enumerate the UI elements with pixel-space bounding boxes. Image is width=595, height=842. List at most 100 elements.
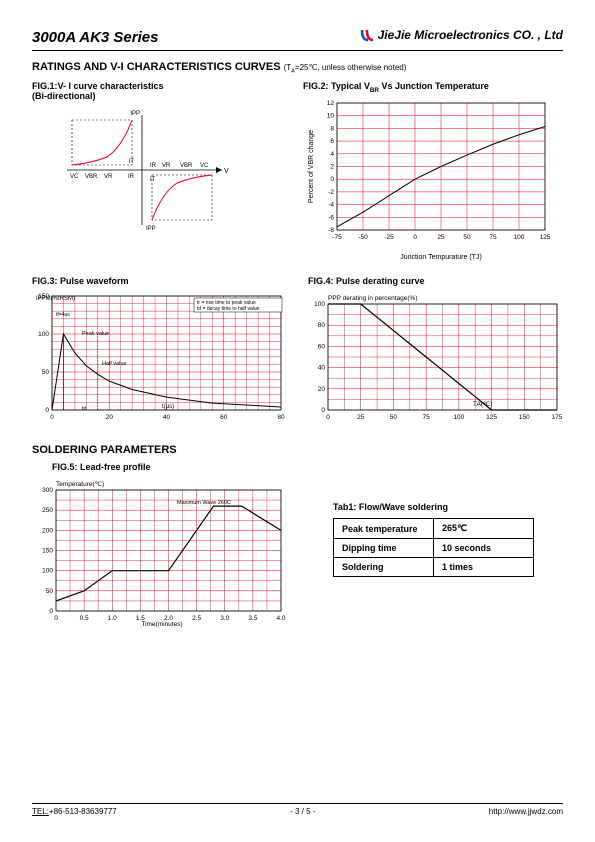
svg-text:100: 100	[314, 301, 325, 308]
fig5-title: FIG.5: Lead-free profile	[52, 462, 287, 472]
company-name: JieJie Microelectronics CO. , Ltd	[360, 28, 563, 42]
svg-text:50: 50	[46, 588, 54, 595]
svg-text:IPP: IPP	[146, 226, 156, 232]
svg-text:2.5: 2.5	[192, 615, 201, 622]
page-header: 3000A AK3 Series JieJie Microelectronics…	[32, 28, 563, 51]
svg-text:-8: -8	[328, 227, 334, 234]
svg-text:8: 8	[330, 126, 334, 133]
svg-text:tf=4us: tf=4us	[56, 312, 70, 318]
fig3-container: FIG.3: Pulse waveform 020406080050100150…	[32, 276, 287, 432]
svg-text:20: 20	[106, 414, 114, 421]
svg-text:50: 50	[42, 369, 50, 376]
svg-text:60: 60	[318, 344, 326, 351]
fig5-chart: 00.51.01.52.02.53.03.54.0050100150200250…	[32, 476, 287, 631]
svg-text:25: 25	[357, 414, 365, 421]
svg-text:0: 0	[49, 608, 53, 615]
fig2-title: FIG.2: Typical VBR Vs Junction Temperatu…	[303, 81, 563, 94]
svg-text:3.0: 3.0	[220, 615, 229, 622]
svg-text:125: 125	[540, 234, 551, 241]
page-footer: TEL:+86-513-83639777 - 3 / 5 - http://ww…	[32, 803, 563, 816]
svg-text:300: 300	[42, 487, 53, 494]
svg-text:2: 2	[330, 164, 334, 171]
svg-text:0: 0	[50, 414, 54, 421]
svg-text:10: 10	[327, 113, 335, 120]
svg-text:100: 100	[453, 414, 464, 421]
svg-text:80: 80	[277, 414, 285, 421]
svg-text:6: 6	[330, 138, 334, 145]
svg-text:0: 0	[326, 414, 330, 421]
svg-text:Time(minutes): Time(minutes)	[141, 621, 182, 628]
fig1-title: FIG.1:V- I curve characteristics (Bi-dir…	[32, 81, 272, 101]
svg-text:-2: -2	[328, 189, 334, 196]
footer-tel: TEL:+86-513-83639777	[32, 807, 117, 816]
svg-text:VC: VC	[70, 174, 79, 180]
svg-text:td: td	[82, 406, 87, 412]
fig4-title: FIG.4: Pulse derating curve	[308, 276, 563, 286]
svg-text:VC: VC	[200, 163, 209, 169]
svg-text:50: 50	[463, 234, 471, 241]
soldering-section-title: SOLDERING PARAMETERS	[32, 444, 563, 456]
table-row: Dipping time10 seconds	[334, 539, 534, 558]
svg-text:VR: VR	[104, 174, 113, 180]
svg-text:IT: IT	[150, 177, 156, 183]
ratings-section-title: RATINGS AND V-I CHARACTERISTICS CURVES (…	[32, 61, 563, 75]
tab1-title: Tab1: Flow/Wave soldering	[333, 502, 563, 512]
svg-text:PPP derating in percentage(%): PPP derating in percentage(%)	[328, 295, 418, 302]
row-fig1-fig2: FIG.1:V- I curve characteristics (Bi-dir…	[32, 81, 563, 265]
svg-text:td = decay time to half value: td = decay time to half value	[197, 306, 260, 312]
svg-text:3.5: 3.5	[248, 615, 257, 622]
svg-text:0: 0	[413, 234, 417, 241]
row-fig5-tab1: FIG.5: Lead-free profile 00.51.01.52.02.…	[32, 462, 563, 633]
svg-text:100: 100	[42, 568, 53, 575]
svg-text:1.0: 1.0	[108, 615, 117, 622]
svg-text:75: 75	[489, 234, 497, 241]
svg-text:-6: -6	[328, 215, 334, 222]
svg-text:Peak value: Peak value	[82, 331, 109, 337]
series-title: 3000A AK3 Series	[32, 29, 158, 46]
fig3-title: FIG.3: Pulse waveform	[32, 276, 287, 286]
svg-text:150: 150	[42, 548, 53, 555]
svg-text:Percent of VBR change: Percent of VBR change	[308, 130, 315, 203]
svg-text:0: 0	[321, 407, 325, 414]
svg-text:0: 0	[330, 177, 334, 184]
svg-text:TA(℃): TA(℃)	[473, 401, 492, 408]
company-logo-icon	[360, 28, 376, 42]
svg-text:0: 0	[54, 615, 58, 622]
svg-text:t(μs): t(μs)	[162, 404, 174, 410]
svg-text:0: 0	[45, 407, 49, 414]
svg-text:60: 60	[220, 414, 228, 421]
fig5-container: FIG.5: Lead-free profile 00.51.01.52.02.…	[32, 462, 287, 633]
fig1-chart: IPP IPP V VC VBR VR IT IR IR IT VR VBR V…	[52, 105, 232, 235]
svg-text:25: 25	[437, 234, 445, 241]
svg-text:80: 80	[318, 323, 326, 330]
svg-text:Half value: Half value	[102, 361, 126, 367]
svg-text:-4: -4	[328, 202, 334, 209]
fig3-chart: 020406080050100150tr = rise time to peak…	[32, 290, 287, 430]
svg-text:IPP: IPP	[130, 111, 140, 117]
svg-text:-25: -25	[384, 234, 394, 241]
svg-text:12: 12	[327, 100, 335, 107]
fig2-container: FIG.2: Typical VBR Vs Junction Temperatu…	[303, 81, 563, 265]
svg-text:4.0: 4.0	[276, 615, 285, 622]
svg-text:Temperature(℃): Temperature(℃)	[56, 481, 104, 488]
svg-text:IR: IR	[150, 163, 157, 169]
svg-text:4: 4	[330, 151, 334, 158]
table-row: Peak temperature265℃	[334, 519, 534, 539]
svg-text:75: 75	[423, 414, 431, 421]
svg-text:150: 150	[519, 414, 530, 421]
svg-text:VBR: VBR	[180, 163, 193, 169]
svg-text:-75: -75	[332, 234, 342, 241]
svg-text:-50: -50	[358, 234, 368, 241]
svg-text:IR: IR	[128, 174, 135, 180]
svg-text:IT: IT	[129, 159, 135, 165]
soldering-table: Peak temperature265℃ Dipping time10 seco…	[333, 518, 534, 577]
fig4-container: FIG.4: Pulse derating curve 025507510012…	[308, 276, 563, 432]
svg-text:0.5: 0.5	[80, 615, 89, 622]
fig2-chart: -75-50-250255075100125-8-6-4-2024681012J…	[303, 97, 553, 262]
svg-text:50: 50	[390, 414, 398, 421]
svg-text:Maximum Wave 260C: Maximum Wave 260C	[177, 500, 231, 506]
fig4-chart: 0255075100125150175020406080100PPP derat…	[308, 290, 563, 430]
tab1-container: Tab1: Flow/Wave soldering Peak temperatu…	[333, 462, 563, 633]
svg-text:40: 40	[318, 365, 326, 372]
svg-text:100: 100	[38, 331, 49, 338]
